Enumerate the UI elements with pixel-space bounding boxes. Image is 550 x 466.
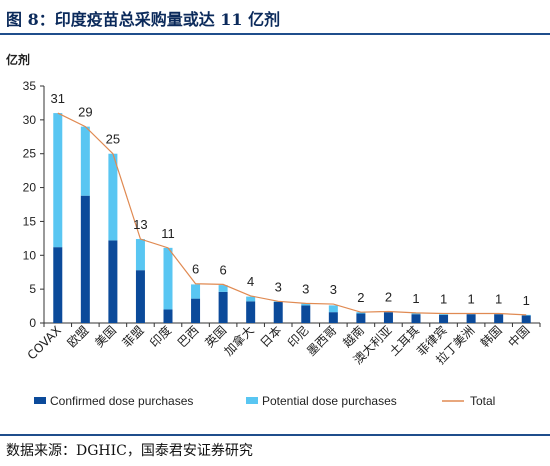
- total-data-label: 1: [523, 293, 530, 308]
- total-data-label: 4: [247, 274, 254, 289]
- bar-potential: [218, 285, 228, 292]
- x-category-label: 印度: [147, 323, 175, 351]
- bar-confirmed: [439, 314, 449, 323]
- bar-potential: [191, 284, 201, 299]
- y-tick-label: 15: [23, 214, 37, 228]
- y-tick-label: 20: [23, 181, 37, 195]
- bar-confirmed: [218, 291, 228, 323]
- bar-confirmed: [356, 313, 366, 323]
- bar-confirmed: [411, 314, 421, 323]
- total-data-label: 2: [385, 289, 392, 304]
- bar-confirmed: [521, 315, 531, 323]
- legend-label: Total: [470, 394, 495, 408]
- x-category-label: 欧盟: [65, 323, 92, 350]
- bar-potential: [439, 313, 449, 315]
- bar-potential: [328, 305, 338, 313]
- total-data-label: 6: [192, 262, 199, 277]
- y-tick-label: 35: [23, 79, 37, 93]
- y-tick-label: 0: [29, 316, 36, 330]
- total-data-label: 29: [78, 105, 92, 120]
- bar-potential: [356, 312, 366, 314]
- x-category-label: 加拿大: [221, 323, 257, 359]
- x-category-label: 韩国: [477, 323, 505, 351]
- title-rule: [0, 33, 550, 35]
- source-note: 数据来源：DGHIC，国泰君安证券研究: [6, 443, 253, 459]
- total-data-label: 25: [106, 132, 120, 147]
- bar-confirmed: [163, 309, 173, 323]
- bar-potential: [301, 303, 311, 306]
- bar-potential: [135, 239, 145, 271]
- total-data-label: 3: [302, 281, 309, 296]
- x-category-label: 美国: [92, 323, 119, 350]
- bar-confirmed: [135, 270, 145, 323]
- y-tick-label: 30: [23, 113, 37, 127]
- legend-swatch: [34, 397, 46, 404]
- total-data-label: 1: [412, 291, 419, 306]
- total-data-label: 1: [467, 292, 474, 307]
- bar-potential: [411, 312, 421, 315]
- total-data-label: 11: [161, 226, 175, 241]
- bar-confirmed: [53, 247, 63, 323]
- legend-label: Confirmed dose purchases: [50, 394, 193, 408]
- total-data-label: 2: [357, 290, 364, 305]
- figure-title: 图 8：印度疫苗总采购量或达 11 亿剂: [6, 10, 281, 29]
- bar-potential: [521, 314, 531, 316]
- bar-confirmed: [383, 312, 393, 323]
- bar-confirmed: [80, 195, 90, 323]
- bar-potential: [246, 296, 256, 302]
- bar-confirmed: [301, 305, 311, 323]
- total-data-label: 31: [51, 91, 65, 106]
- bar-confirmed: [191, 298, 201, 323]
- legend-swatch: [246, 397, 258, 404]
- bar-potential: [80, 126, 90, 196]
- total-data-label: 3: [275, 279, 282, 294]
- x-category-label: 墨西哥: [304, 323, 339, 358]
- total-data-label: 1: [495, 292, 502, 307]
- bar-confirmed: [328, 312, 338, 323]
- x-category-label: 巴西: [175, 323, 202, 350]
- y-tick-label: 5: [29, 282, 36, 296]
- bar-potential: [163, 247, 173, 310]
- bar-confirmed: [108, 240, 118, 323]
- bar-potential: [108, 153, 118, 241]
- total-data-label: 3: [330, 282, 337, 297]
- total-line: [57, 112, 527, 316]
- bar-confirmed: [494, 314, 504, 323]
- y-unit-label: 亿剂: [6, 52, 30, 67]
- total-data-label: 1: [440, 292, 447, 307]
- y-tick-label: 25: [23, 147, 37, 161]
- bar-confirmed: [246, 301, 256, 323]
- bottom-rule: [0, 434, 550, 436]
- bar-confirmed: [466, 314, 476, 323]
- legend-label: Potential dose purchases: [262, 394, 397, 408]
- y-tick-label: 10: [23, 248, 37, 262]
- total-data-label: 13: [133, 217, 147, 232]
- x-category-label: 菲盟: [120, 323, 147, 350]
- bar-potential: [53, 113, 63, 248]
- x-category-label: 中国: [505, 323, 533, 351]
- bar-confirmed: [273, 302, 283, 323]
- x-category-label: 日本: [257, 323, 284, 350]
- total-data-label: 6: [219, 262, 226, 277]
- x-category-label: 土耳其: [387, 323, 422, 358]
